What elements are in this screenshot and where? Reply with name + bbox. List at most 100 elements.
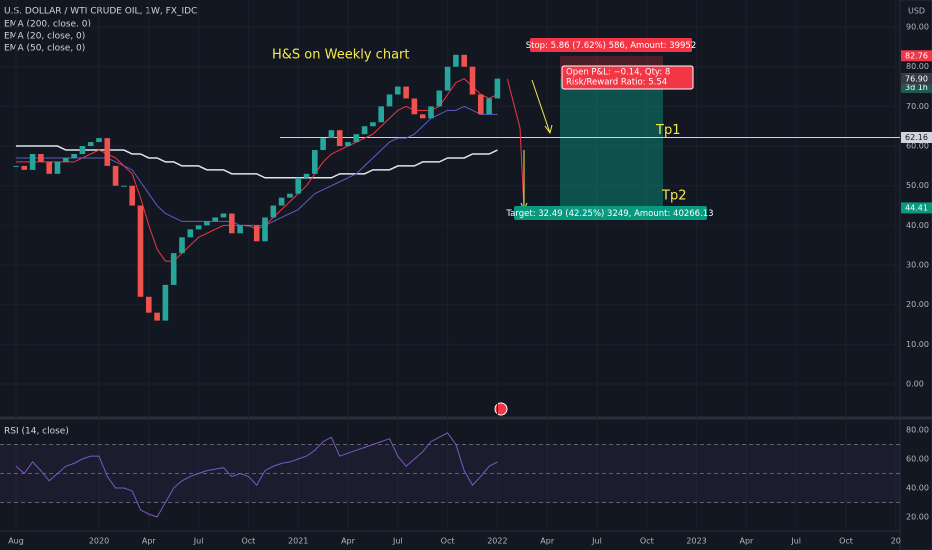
candle	[386, 94, 393, 107]
x-tick-label: Jul	[193, 537, 204, 546]
y-tick-label: 70.00	[906, 102, 929, 111]
x-tick-label: 2023	[686, 537, 706, 546]
x-tick-label: Jul	[790, 537, 801, 546]
candle	[295, 177, 301, 194]
candle	[237, 225, 243, 234]
candle	[320, 138, 326, 151]
candle	[444, 66, 451, 91]
candle	[253, 225, 260, 242]
candle	[38, 153, 44, 162]
candle	[436, 90, 443, 107]
y-tick-label: 60.00	[906, 455, 929, 464]
candle	[170, 253, 177, 285]
price-tag-label: 44.41	[905, 203, 928, 212]
tp2-label: Tp2	[661, 189, 686, 204]
annotation: H&S on Weekly chart	[272, 48, 409, 63]
candle	[179, 237, 185, 254]
x-tick-label: Jul	[591, 537, 602, 546]
candle	[303, 173, 310, 178]
candle	[312, 150, 318, 174]
candle	[195, 225, 202, 230]
target-label: Target: 32.49 (42.25%) 3249, Amount: 402…	[505, 209, 713, 219]
indicator: EMA (200, close, 0)	[4, 20, 91, 30]
y-tick-label: 90.00	[906, 23, 929, 32]
candle	[494, 78, 501, 99]
candle	[469, 66, 476, 95]
currency: USD	[908, 7, 925, 16]
pnl-label: Open P&L: −0.14, Qty: 8	[566, 68, 670, 78]
x-tick-label: Aug	[8, 537, 24, 546]
symbol: U.S. DOLLAR / WTI CRUDE OIL, 1W, FX_IDC	[4, 7, 197, 17]
price-tag	[901, 50, 932, 62]
candle	[104, 138, 111, 166]
candle	[361, 126, 368, 135]
projection-arrow	[520, 79, 553, 212]
price-tag-label: 62.16	[905, 133, 928, 142]
candle	[353, 134, 360, 143]
x-tick-label: 20	[891, 537, 901, 546]
projection	[506, 78, 525, 211]
rsi-line	[15, 432, 498, 518]
price-tag	[901, 73, 932, 85]
target-zone	[560, 79, 663, 208]
candle	[270, 205, 277, 218]
candle	[21, 165, 28, 170]
candle	[411, 98, 418, 115]
y-tick-label: 0.00	[906, 380, 924, 389]
y-tick-label: 60.00	[906, 142, 929, 151]
candle	[486, 98, 492, 115]
candle	[220, 213, 227, 218]
candle	[370, 122, 376, 127]
x-tick-label: Oct	[839, 537, 853, 546]
stop-box	[530, 38, 692, 52]
y-tick-label: 20.00	[906, 513, 929, 522]
stop-label: Stop: 5.86 (7.62%) 586, Amount: 39952	[526, 41, 697, 51]
x-tick-label: Apr	[540, 537, 555, 546]
x-tick-label: Oct	[640, 537, 654, 546]
candle	[395, 86, 401, 95]
event-icon[interactable]	[494, 402, 508, 416]
candle	[129, 185, 135, 206]
y-tick-label: 20.00	[906, 300, 929, 309]
candle	[29, 153, 36, 170]
candle	[79, 146, 86, 154]
x-tick-label: 2022	[487, 537, 507, 546]
tp1-label: Tp1	[655, 123, 680, 138]
x-tick-label: Jul	[392, 537, 403, 546]
candle	[453, 54, 459, 67]
candle	[71, 153, 77, 158]
candle	[345, 142, 351, 147]
price-tag	[901, 202, 932, 214]
y-tick-label: 80.00	[906, 62, 929, 71]
candle	[46, 161, 52, 174]
candle	[336, 130, 343, 147]
rsi-title: RSI (14, close)	[4, 427, 69, 437]
candle	[154, 312, 160, 321]
pnl-box	[561, 65, 694, 90]
candle	[229, 213, 235, 234]
y-tick-label: 40.00	[906, 484, 929, 493]
candle	[428, 106, 434, 119]
candle	[162, 284, 169, 321]
candle	[403, 86, 409, 99]
candle	[137, 205, 144, 297]
candle	[461, 54, 467, 67]
indicator: EMA (50, close, 0)	[4, 44, 85, 54]
candle	[112, 165, 119, 186]
candle	[187, 229, 194, 238]
candle	[13, 165, 19, 167]
x-tick-label: 2021	[288, 537, 308, 546]
x-tick-label: Apr	[142, 537, 157, 546]
price-tag-label: 76.90	[905, 75, 928, 84]
candle	[204, 221, 210, 226]
candle	[419, 114, 426, 119]
candle	[96, 138, 102, 143]
ema-line	[16, 145, 498, 179]
candle	[262, 217, 268, 242]
price-tag-sub: 3d 1h	[905, 83, 928, 92]
candle	[245, 225, 252, 227]
candle	[212, 217, 218, 222]
y-tick-label: 10.00	[906, 340, 929, 349]
